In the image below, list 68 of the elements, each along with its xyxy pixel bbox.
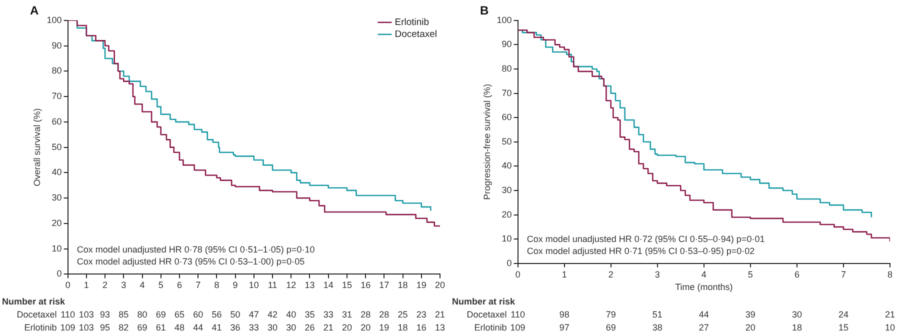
x-axis-title: Time (months) <box>675 282 733 292</box>
y-tick-label: 90 <box>52 40 62 50</box>
x-tick-label: 8 <box>887 269 893 280</box>
y-tick-label: 20 <box>52 218 62 228</box>
x-tick-label: 20 <box>434 280 446 290</box>
x-tick-label: 0 <box>65 280 70 290</box>
y-tick-label: 10 <box>52 243 62 254</box>
x-tick-label: 3 <box>121 280 126 290</box>
chart-title: B <box>480 4 489 18</box>
y-tick-label: 30 <box>52 192 62 203</box>
x-tick-label: 1 <box>84 280 89 290</box>
y-tick-label: 70 <box>502 88 512 98</box>
x-tick-label: 4 <box>701 269 706 280</box>
x-tick-label: 6 <box>794 269 800 280</box>
y-tick-label: 100 <box>46 14 62 25</box>
y-tick-label: 50 <box>52 142 62 152</box>
x-tick-label: 12 <box>286 280 296 290</box>
x-tick-label: 18 <box>398 280 408 290</box>
text: Docetaxel 110 98 79 51 44 39 30 24 21 <box>466 309 896 320</box>
y-tick-label: 60 <box>52 116 62 126</box>
x-tick-label: 7 <box>196 280 201 290</box>
legend-label: Docetaxel <box>394 29 438 40</box>
annotation: Cox model adjusted HR 0·71 (95% CI 0·53–0·95) p=0·02 <box>526 246 755 256</box>
y-axis-title: Overall survival (%) <box>32 108 42 186</box>
annotation: Cox model unadjusted HR 0·72 (95% CI 0·55–0·94) p=0·01 <box>526 234 765 244</box>
y-tick-label: 100 <box>496 14 512 25</box>
y-tick-label: 10 <box>502 234 512 244</box>
x-tick-label: 5 <box>748 269 753 280</box>
x-tick-label: 17 <box>379 280 390 290</box>
y-tick-label: 60 <box>502 112 512 122</box>
y-tick-label: 40 <box>52 167 62 178</box>
text: Erlotinib 109 103 95 82 69 61 48 44 41 36 33 30 30 26 21 20 20 19 18 16 13 <box>24 322 446 332</box>
text: Erlotinib 109 97 69 38 27 20 18 15 10 <box>474 322 896 332</box>
x-tick-label: 6 <box>176 280 182 290</box>
x-tick-label: 11 <box>268 280 278 290</box>
x-tick-label: 14 <box>323 280 334 290</box>
x-tick-label: 4 <box>140 280 145 290</box>
annotation: Cox model unadjusted HR 0·78 (95% CI 0·51–1·05) p=0·10 <box>76 244 315 255</box>
x-tick-label: 1 <box>562 269 567 280</box>
x-tick-label: 16 <box>360 280 371 290</box>
x-tick-label: 8 <box>214 280 220 290</box>
x-tick-label: 5 <box>158 280 164 290</box>
y-tick-label: 90 <box>502 39 512 50</box>
x-tick-label: 2 <box>102 280 108 290</box>
y-tick-label: 0 <box>506 258 512 268</box>
y-tick-label: 40 <box>502 160 512 171</box>
annotation: Cox model adjusted HR 0·73 (95% CI 0·53–1·00) p=0·05 <box>76 256 305 267</box>
legend-label: Erlotinib <box>394 17 430 28</box>
y-axis-title: Progression-free survival (%) <box>482 84 492 200</box>
x-tick-label: 3 <box>654 269 660 280</box>
x-tick-label: 2 <box>608 269 614 280</box>
y-tick-label: 50 <box>502 136 512 146</box>
text: Docetaxel 110 103 93 85 80 69 65 60 56 50 47 42 40 35 33 31 28 28 25 23 21 <box>16 309 446 320</box>
x-tick-label: 9 <box>232 280 238 290</box>
chart-title: A <box>30 4 39 18</box>
y-tick-label: 20 <box>502 209 512 220</box>
x-tick-label: 10 <box>248 280 259 290</box>
y-tick-label: 70 <box>52 91 62 102</box>
y-tick-label: 30 <box>502 184 512 195</box>
x-tick-label: 15 <box>342 280 352 290</box>
x-tick-label: 0 <box>515 269 520 280</box>
x-tick-label: 7 <box>840 269 846 280</box>
text: Number at risk <box>2 296 66 306</box>
y-tick-label: 80 <box>52 66 62 76</box>
x-tick-label: 13 <box>304 280 315 290</box>
text: Number at risk <box>452 296 516 306</box>
y-tick-label: 80 <box>502 63 512 74</box>
x-tick-label: 19 <box>416 280 426 290</box>
